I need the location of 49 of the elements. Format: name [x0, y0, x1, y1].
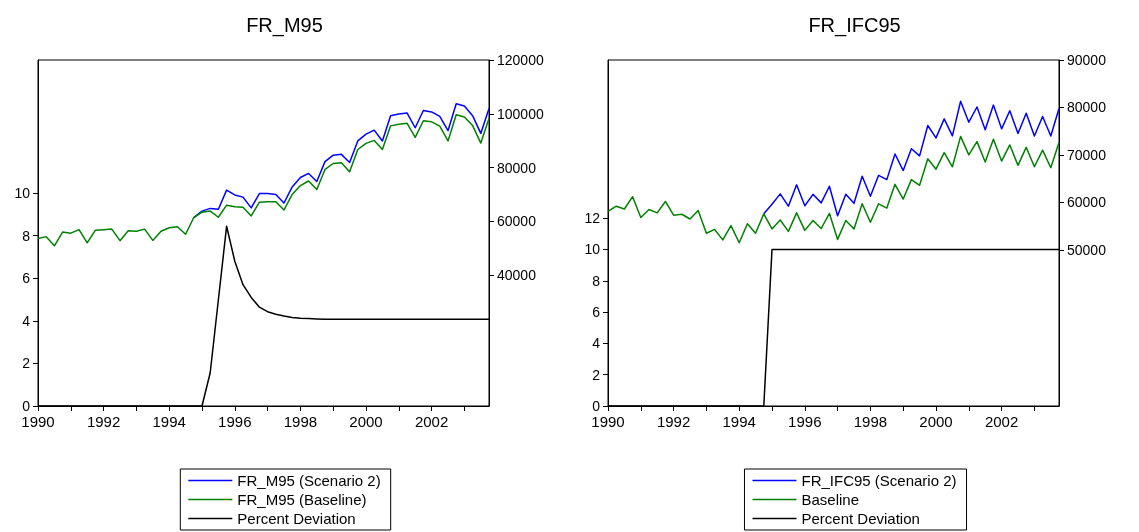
x-tick-label: 2002 — [414, 413, 449, 430]
x-tick-label: 2002 — [984, 413, 1019, 430]
legend-label: FR_M95 (Scenario 2) — [237, 472, 381, 489]
y2-tick-label: 80000 — [497, 159, 537, 176]
line-series — [763, 100, 1060, 217]
line-series — [607, 135, 1060, 244]
x-tick-label: 1990 — [591, 413, 625, 430]
x-tick-label: 2000 — [349, 413, 383, 430]
y2-tick-label: 60000 — [1067, 194, 1107, 211]
y-tick-label: 2 — [592, 366, 601, 383]
y-tick-label: 6 — [592, 304, 601, 321]
y2-tick-label: 90000 — [1067, 52, 1107, 68]
y2-tick-label: 50000 — [1067, 241, 1107, 258]
chart-title: FR_IFC95 — [808, 14, 901, 37]
y2-tick-label: 80000 — [1067, 99, 1107, 116]
x-tick-label: 1994 — [152, 413, 186, 430]
x-tick-label: 1998 — [283, 413, 318, 430]
line-series — [37, 114, 490, 247]
x-tick-label: 1996 — [788, 413, 822, 430]
legend-label: Baseline — [801, 491, 860, 508]
chart-title: FR_M95 — [246, 14, 323, 37]
legend-label: FR_IFC95 (Scenario 2) — [801, 472, 957, 489]
y-tick-label: 0 — [22, 398, 31, 414]
x-tick-label: 1998 — [853, 413, 888, 430]
x-tick-label: 1992 — [656, 413, 691, 430]
x-tick-label: 1996 — [218, 413, 252, 430]
y2-tick-label: 120000 — [497, 52, 544, 68]
legend-label: FR_M95 (Baseline) — [237, 491, 367, 508]
y2-tick-label: 70000 — [1067, 146, 1107, 163]
y-tick-label: 4 — [592, 335, 601, 352]
legend-label: Percent Deviation — [801, 510, 920, 527]
x-tick-label: 2000 — [919, 413, 953, 430]
x-tick-label: 1994 — [722, 413, 756, 430]
y-tick-label: 8 — [592, 272, 601, 289]
legend-label: Percent Deviation — [237, 510, 356, 527]
y-tick-label: 10 — [14, 185, 31, 202]
y-tick-label: 6 — [22, 270, 31, 287]
x-tick-label: 1992 — [86, 413, 121, 430]
y-tick-label: 0 — [592, 398, 601, 414]
y-tick-label: 8 — [22, 227, 31, 244]
y-tick-label: 10 — [584, 241, 601, 258]
y-tick-label: 4 — [22, 312, 31, 329]
y-tick-label: 2 — [22, 355, 31, 372]
line-series — [193, 103, 490, 219]
y2-tick-label: 40000 — [497, 267, 537, 284]
y2-tick-label: 60000 — [497, 213, 537, 230]
y2-tick-label: 100000 — [497, 105, 544, 122]
x-tick-label: 1990 — [21, 413, 55, 430]
y-tick-label: 12 — [584, 210, 601, 227]
